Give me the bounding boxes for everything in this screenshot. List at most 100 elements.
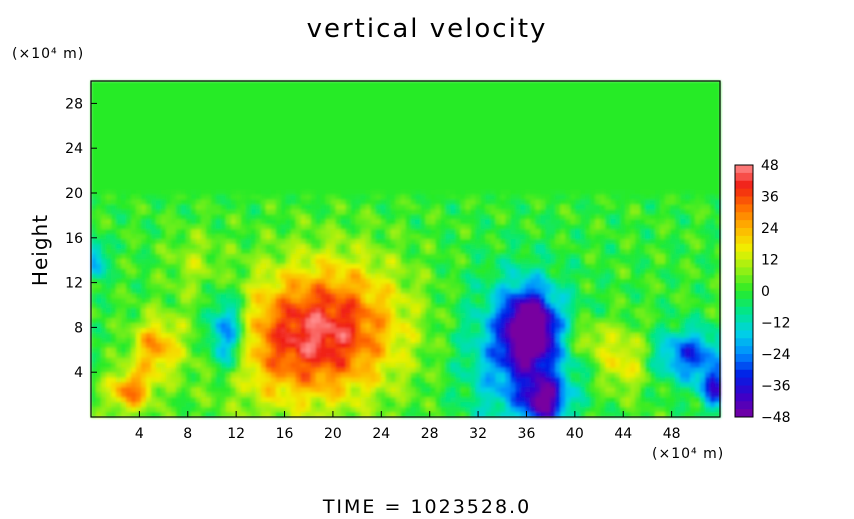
heatmap-cell — [365, 179, 372, 186]
heatmap-cell — [120, 130, 127, 136]
heatmap-cell — [465, 125, 471, 132]
heatmap-cell — [150, 130, 157, 136]
heatmap-cell — [225, 268, 232, 275]
heatmap-cell — [505, 140, 511, 146]
heatmap-cell — [325, 184, 332, 191]
heatmap-cell — [115, 125, 122, 132]
heatmap-cell — [475, 105, 481, 112]
heatmap-cell — [695, 145, 701, 151]
heatmap-cell — [505, 85, 511, 92]
heatmap-cell — [350, 258, 357, 265]
heatmap-cell — [160, 120, 167, 127]
heatmap-cell — [190, 100, 197, 107]
heatmap-cell — [705, 214, 711, 220]
heatmap-cell — [650, 199, 656, 206]
heatmap-cell — [155, 253, 162, 260]
heatmap-cell — [695, 209, 701, 216]
heatmap-cell — [710, 224, 716, 230]
heatmap-cell — [150, 165, 157, 171]
heatmap-cell — [640, 120, 646, 127]
heatmap-cell — [315, 110, 322, 117]
heatmap-cell — [530, 130, 536, 136]
heatmap-cell — [495, 258, 501, 265]
heatmap-cell — [525, 224, 531, 230]
heatmap-cell — [175, 100, 182, 107]
heatmap-cell — [630, 214, 636, 220]
heatmap-cell — [210, 165, 217, 171]
heatmap-cell — [570, 199, 576, 206]
heatmap-cell — [465, 184, 471, 191]
heatmap-cell — [480, 160, 486, 166]
heatmap-cell — [175, 125, 182, 132]
heatmap-cell — [145, 184, 152, 191]
heatmap-cell — [255, 160, 262, 166]
heatmap-cell — [195, 224, 202, 230]
heatmap-cell — [555, 194, 561, 201]
heatmap-cell — [450, 268, 457, 275]
heatmap-cell — [630, 115, 636, 122]
heatmap-cell — [400, 263, 407, 270]
heatmap-cell — [650, 165, 656, 171]
heatmap-cell — [440, 105, 447, 112]
heatmap-cell — [260, 229, 267, 235]
heatmap-cell — [695, 130, 701, 136]
heatmap-cell — [370, 253, 377, 260]
heatmap-cell — [440, 110, 447, 117]
heatmap-cell — [215, 184, 222, 191]
heatmap-cell — [445, 105, 452, 112]
heatmap-cell — [465, 263, 471, 270]
heatmap-cell — [315, 130, 322, 136]
heatmap-cell — [410, 90, 417, 97]
heatmap-cell — [310, 135, 317, 141]
heatmap-cell — [255, 130, 262, 136]
heatmap-cell — [405, 90, 412, 97]
heatmap-cell — [105, 184, 112, 191]
heatmap-cell — [415, 224, 422, 230]
heatmap-cell — [390, 110, 397, 117]
heatmap-cell — [510, 110, 516, 117]
heatmap-cell — [545, 130, 551, 136]
heatmap-cell — [480, 100, 486, 107]
heatmap-cell — [375, 155, 382, 161]
heatmap-cell — [575, 189, 581, 196]
heatmap-cell — [530, 165, 536, 171]
heatmap-cell — [185, 234, 192, 240]
heatmap-cell — [155, 155, 162, 161]
heatmap-cell — [560, 209, 566, 216]
heatmap-cell — [170, 268, 177, 275]
heatmap-cell — [540, 253, 546, 260]
heatmap-cell — [615, 160, 621, 166]
heatmap-cell — [690, 194, 696, 201]
heatmap-cell — [430, 209, 437, 216]
heatmap-cell — [595, 140, 601, 146]
y-axis-unit: (×10⁴ m) — [12, 46, 85, 62]
heatmap-cell — [535, 165, 541, 171]
heatmap-cell — [570, 224, 576, 230]
heatmap-cell — [135, 155, 142, 161]
heatmap-cell — [525, 189, 531, 196]
heatmap-cell — [665, 145, 671, 151]
heatmap-cell — [390, 189, 397, 196]
heatmap-cell — [360, 273, 367, 280]
heatmap-cell — [595, 239, 601, 245]
heatmap-cell — [200, 184, 207, 191]
heatmap-cell — [450, 81, 457, 87]
heatmap-cell — [510, 249, 516, 255]
heatmap-cell — [605, 244, 611, 250]
heatmap-cell — [540, 105, 546, 112]
heatmap-cell — [520, 179, 526, 186]
heatmap-cell — [710, 239, 716, 245]
heatmap-cell — [265, 100, 272, 107]
heatmap-cell — [395, 244, 402, 250]
heatmap-cell — [385, 135, 392, 141]
heatmap-cell — [240, 273, 247, 280]
heatmap-cell — [485, 81, 491, 87]
heatmap-cell — [465, 95, 471, 102]
heatmap-cell — [395, 100, 402, 107]
heatmap-cell — [595, 165, 601, 171]
heatmap-cell — [555, 115, 561, 122]
heatmap-cell — [610, 105, 616, 112]
heatmap-cell — [710, 155, 716, 161]
heatmap-cell — [510, 90, 516, 97]
heatmap-cell — [695, 239, 701, 245]
